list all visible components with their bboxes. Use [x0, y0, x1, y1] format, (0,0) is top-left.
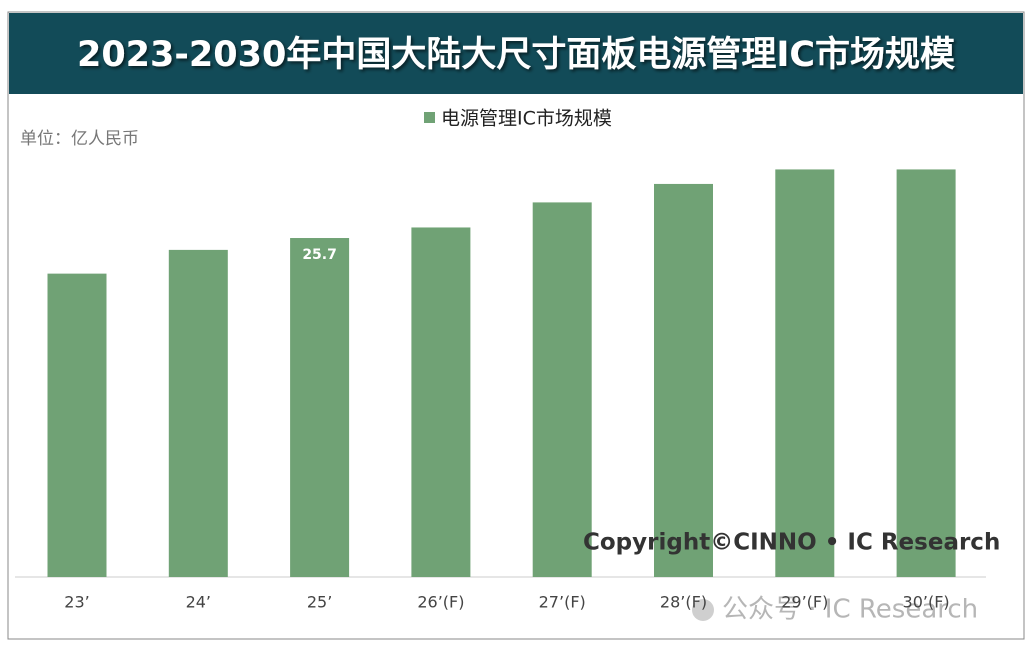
legend-swatch [424, 112, 435, 123]
bar [168, 249, 228, 577]
chart-title: 2023-2030年中国大陆大尺寸面板电源管理IC市场规模 [77, 35, 955, 75]
bar [47, 273, 107, 577]
x-tick-label: 23’ [64, 593, 89, 612]
title-band [9, 13, 1023, 94]
watermark-icon [692, 599, 714, 621]
x-tick-label: 28’(F) [660, 593, 707, 612]
bars [47, 169, 956, 578]
x-tick-label: 25’ [307, 593, 332, 612]
unit-label: 单位：亿人民币 [20, 129, 139, 149]
bar [654, 183, 713, 578]
bar [896, 169, 956, 577]
copyright: Copyright©CINNO • IC Research [583, 530, 1000, 556]
data-label: 25.7 [302, 247, 337, 263]
bar [411, 227, 471, 577]
x-tick-label: 29’(F) [781, 593, 828, 612]
bar [532, 202, 592, 578]
legend-label: 电源管理IC市场规模 [441, 108, 612, 130]
x-tick-label: 24’ [186, 593, 211, 612]
x-tick-label: 27’(F) [539, 593, 586, 612]
watermark: 公众号 · IC Research [722, 595, 978, 625]
x-tick-label: 26’(F) [417, 593, 464, 612]
bar [775, 169, 835, 577]
x-tick-label: 30’(F) [903, 593, 950, 612]
bar [290, 238, 350, 577]
